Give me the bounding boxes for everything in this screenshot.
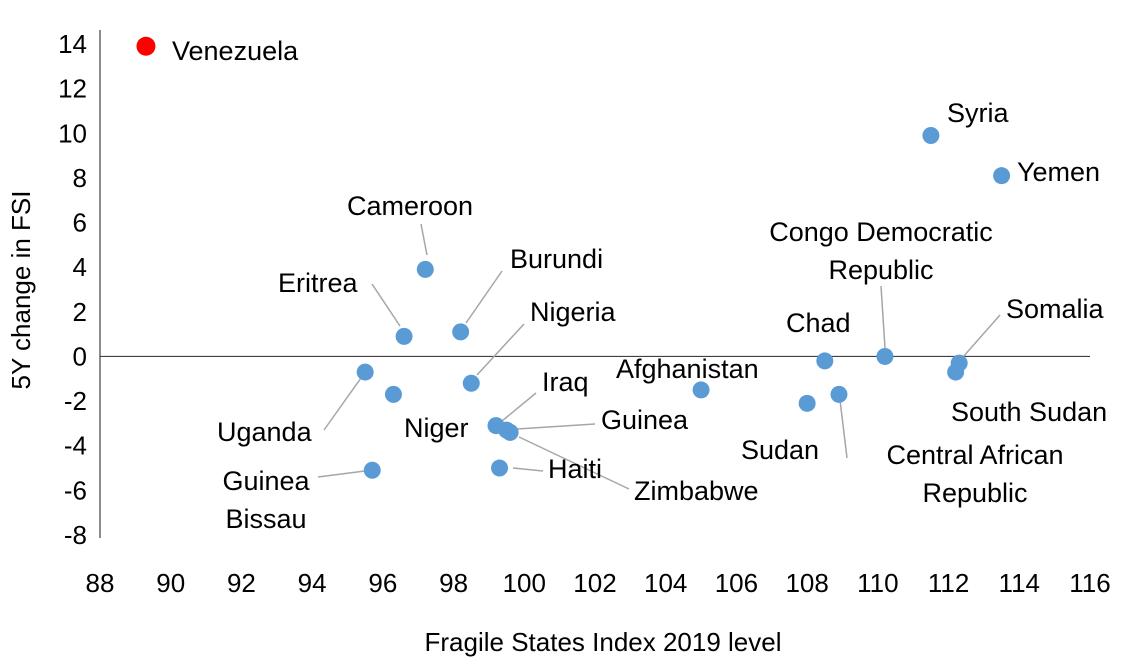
leader-uganda [323, 377, 362, 431]
label-chad: Chad [786, 308, 851, 338]
x-tick-90: 90 [156, 568, 185, 598]
label-syria: Syria [947, 98, 1009, 128]
label-congo-democratic-republic: Republic [828, 255, 933, 285]
x-tick-88: 88 [86, 568, 115, 598]
label-congo-democratic-republic: Congo Democratic [769, 217, 993, 247]
y-tick-8: 8 [73, 163, 87, 193]
y-tick-2: 2 [73, 297, 87, 327]
y-tick-12: 12 [58, 74, 87, 104]
label-eritrea: Eritrea [278, 268, 359, 298]
point-cameroon [416, 260, 434, 278]
point-sudan [798, 394, 816, 412]
label-niger: Niger [404, 413, 469, 443]
y-tick-6: 6 [73, 208, 87, 238]
x-tick-102: 102 [573, 568, 616, 598]
leader-cameroon [420, 223, 428, 256]
x-tick-110: 110 [857, 568, 898, 598]
x-tick-98: 98 [439, 568, 468, 598]
y-tick-0: 0 [73, 341, 87, 371]
x-tick-92: 92 [227, 568, 256, 598]
label-guinea-bissau: Bissau [225, 504, 306, 534]
point-guinea-bissau [363, 461, 381, 479]
label-central-african-republic: Central African [886, 440, 1063, 470]
x-tick-96: 96 [368, 568, 397, 598]
point-haiti [491, 459, 509, 477]
leader-eritrea [371, 283, 401, 327]
x-tick-112: 112 [928, 568, 969, 598]
label-nigeria: Nigeria [530, 297, 617, 327]
x-tick-114: 114 [999, 568, 1040, 598]
point-nigeria [462, 374, 480, 392]
point-zimbabwe [501, 423, 519, 441]
label-haiti: Haiti [548, 454, 602, 484]
y-tick-4: 4 [73, 252, 87, 282]
x-tick-116: 116 [1069, 568, 1110, 598]
point-niger [384, 385, 402, 403]
leader-iraq [501, 392, 537, 422]
leader-central-african-republic [839, 399, 848, 459]
label-afghanistan: Afghanistan [616, 354, 759, 384]
label-yemen: Yemen [1017, 157, 1100, 187]
label-zimbabwe: Zimbabwe [634, 476, 759, 506]
x-tick-94: 94 [298, 568, 327, 598]
label-guinea: Guinea [601, 405, 689, 435]
leader-guinea-bissau [317, 470, 366, 478]
point-venezuela [136, 36, 156, 56]
point-eritrea [395, 327, 413, 345]
leader-congo-democratic-republic [880, 285, 886, 349]
y-tick--2: -2 [64, 386, 87, 416]
point-chad [816, 352, 834, 370]
leader-haiti [512, 467, 544, 472]
point-syria [922, 127, 940, 145]
leader-nigeria [476, 323, 525, 376]
label-somalia: Somalia [1006, 294, 1105, 324]
leader-guinea [516, 423, 596, 430]
label-sudan: Sudan [741, 435, 819, 465]
point-yemen [993, 167, 1011, 185]
point-congo-democratic-republic [876, 347, 894, 365]
leader-somalia [962, 314, 1001, 358]
point-central-african-republic [830, 385, 848, 403]
leader-burundi [465, 270, 503, 324]
point-burundi [452, 323, 470, 341]
y-tick--4: -4 [64, 431, 87, 461]
label-uganda: Uganda [217, 417, 313, 447]
x-tick-100: 100 [503, 568, 546, 598]
point-afghanistan [692, 381, 710, 399]
chart-layer: 88 90 92 94 96 98 100 102 104 106 108 110 112 114 116-… [58, 29, 1111, 598]
leader-zimbabwe [518, 436, 630, 490]
label-burundi: Burundi [510, 244, 603, 274]
label-venezuela: Venezuela [172, 36, 299, 66]
point-uganda [356, 363, 374, 381]
y-tick--6: -6 [64, 475, 87, 505]
y-axis-title: 5Y change in FSI [6, 191, 36, 390]
x-axis-title: Fragile States Index 2019 level [425, 627, 782, 657]
label-south-sudan: South Sudan [951, 397, 1107, 427]
y-tick--8: -8 [64, 520, 87, 550]
x-tick-108: 108 [785, 568, 828, 598]
x-tick-106: 106 [715, 568, 758, 598]
point-south-sudan [947, 363, 965, 381]
label-central-african-republic: Republic [922, 478, 1027, 508]
x-tick-104: 104 [644, 568, 687, 598]
label-guinea-bissau: Guinea [222, 466, 310, 496]
y-tick-14: 14 [58, 29, 87, 59]
y-tick-10: 10 [58, 118, 87, 148]
label-iraq: Iraq [542, 367, 589, 397]
label-cameroon: Cameroon [347, 191, 473, 221]
